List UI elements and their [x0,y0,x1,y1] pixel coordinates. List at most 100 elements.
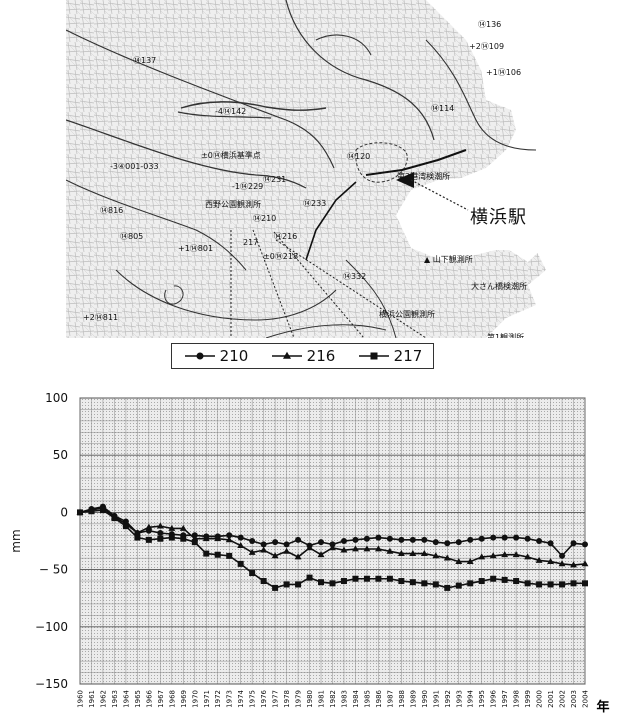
data-point-216 [570,561,577,568]
station-label-218: ±0⑭218 [263,252,299,261]
data-point-217 [249,570,256,577]
data-point-210 [455,539,462,546]
data-point-217 [386,575,393,582]
map-panel: ⑭137 -4⑭142 ±0⑭横浜基準点 -3④001-033 -1⑭229 ⑭231 ⑭2… [66,0,570,338]
data-point-216 [260,546,268,553]
data-point-217 [157,535,164,542]
x-tick-label: 1984 [352,689,360,707]
x-tick-label: 1969 [180,690,188,708]
data-point-217 [99,507,106,514]
x-axis-label: 年 [596,699,609,715]
data-point-217 [398,578,405,585]
x-tick-label: 1970 [191,690,199,708]
data-point-216 [420,549,428,556]
y-tick-label: −150 [35,677,68,691]
x-tick-label: 1987 [386,690,394,708]
data-point-210 [467,536,474,543]
data-point-217 [570,580,577,587]
data-point-210 [249,538,256,544]
data-point-217 [295,581,302,588]
data-point-217 [363,575,370,582]
data-point-210 [490,534,497,541]
legend-triangle-marker [282,351,291,359]
x-tick-label: 1978 [283,690,291,708]
data-point-210 [318,539,325,546]
station-label-t4: 横浜公園観測所 [379,310,435,319]
data-point-217 [490,575,497,582]
data-point-216 [248,548,256,555]
data-point-216 [283,547,291,554]
data-point-210 [524,535,531,542]
x-tick-label: 1965 [134,690,142,708]
data-point-217 [318,579,325,586]
data-point-217 [536,581,543,588]
data-point-217 [88,508,95,515]
data-point-217 [272,584,279,591]
data-point-217 [77,509,83,516]
x-tick-label: 1971 [203,690,211,708]
data-point-217 [467,580,474,587]
data-point-216 [179,524,187,531]
data-point-210 [157,529,164,536]
data-point-216 [306,544,313,551]
data-point-216 [397,549,405,556]
x-tick-label: 1962 [99,690,107,708]
chart-legend: 210 216 217 [171,343,434,369]
data-point-210 [444,540,451,547]
station-label-ref: ±0⑭横浜基準点 [201,151,261,160]
station-label-t3: 大さん橋検潮所 [471,282,527,291]
station-label-231: ⑭231 [263,175,287,184]
x-tick-label: 1992 [444,690,452,708]
legend-circle-marker [196,352,204,360]
x-tick-label: 1963 [111,690,119,708]
station-label-805: ⑭805 [120,232,144,241]
x-tick-label: 1986 [375,689,383,707]
x-tick-label: 2001 [547,690,555,708]
data-point-217 [375,575,382,582]
station-label-t5: 第1観測所 [487,333,525,338]
station-label-229: -1⑭229 [232,182,264,191]
station-label-t6: 西野公園観測所 [205,200,261,209]
x-tick-label: 1975 [249,690,257,708]
data-point-210 [352,536,359,543]
data-point-217 [134,534,141,541]
y-tick-label: 50 [53,448,68,462]
x-tick-label: 1960 [77,690,85,708]
station-label-816: ⑭816 [100,206,124,215]
data-point-217 [306,574,313,581]
x-tick-label: 1991 [432,690,440,708]
data-point-217 [340,578,347,585]
x-tick-label: 1996 [490,689,498,707]
data-point-217 [432,581,439,588]
data-point-217 [191,539,198,546]
data-point-217 [352,575,359,582]
data-point-217 [168,534,175,541]
data-point-216 [340,546,348,553]
data-point-217 [180,535,187,542]
data-point-210 [421,536,428,543]
data-point-216 [156,522,164,529]
data-point-216 [329,544,336,551]
data-point-217 [145,536,152,543]
x-tick-label: 1972 [214,690,222,708]
station-label-210: ⑭210 [253,214,277,223]
station-label-137: ⑭137 [133,56,157,65]
x-tick-label: 1967 [157,690,165,708]
data-point-217 [260,578,267,585]
data-point-216 [214,535,222,542]
legend-label: 217 [393,347,423,365]
legend-label: 210 [219,347,249,365]
data-point-216 [581,560,589,567]
data-point-217 [329,580,336,587]
x-tick-label: 1994 [467,689,475,707]
legend-triangle-icon [271,351,302,359]
legend-item-217: 217 [357,347,423,365]
y-tick-label: 100 [45,391,68,405]
x-tick-label: 1997 [501,690,509,708]
data-point-216 [133,529,141,536]
data-point-210 [478,535,485,542]
data-point-217 [237,560,244,567]
data-point-216 [466,557,474,564]
data-point-210 [340,538,347,544]
data-point-210 [536,538,543,544]
